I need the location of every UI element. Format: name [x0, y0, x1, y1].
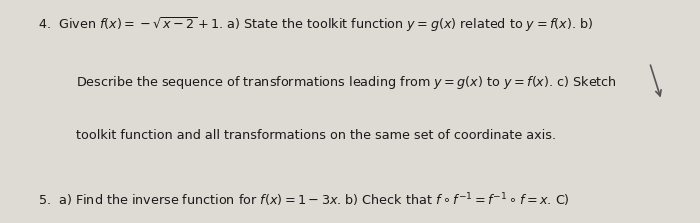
Text: 5.  a) Find the inverse function for $f(x)=1-3x$. b) Check that $f\circ f^{-1}=f: 5. a) Find the inverse function for $f(x… [38, 192, 570, 209]
Text: 4.  Given $f(x)=-\sqrt{x-2}+1$. a) State the toolkit function $y=g(x)$ related t: 4. Given $f(x)=-\sqrt{x-2}+1$. a) State … [38, 16, 594, 34]
Text: toolkit function and all transformations on the same set of coordinate axis.: toolkit function and all transformations… [76, 129, 556, 142]
Text: Describe the sequence of transformations leading from $y=g(x)$ to $y=f(x)$. c) S: Describe the sequence of transformations… [76, 74, 617, 91]
